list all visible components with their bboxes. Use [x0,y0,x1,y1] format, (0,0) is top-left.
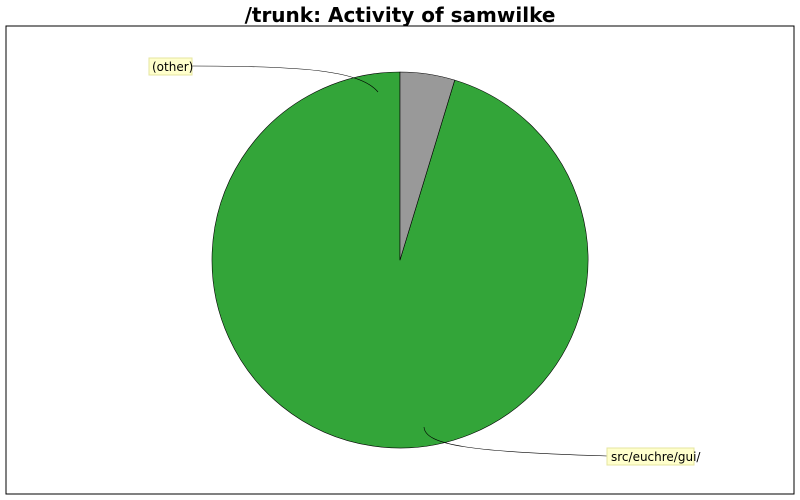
slice-label-background [148,57,193,76]
leader-line-0 [423,426,608,457]
slice-label-group-1: (other) [148,57,193,76]
slice-label-src-euchre-gui: src/euchre/gui/ [611,450,701,464]
chart-title: /trunk: Activity of samwilke [245,3,556,27]
slice-label-group-0: src/euchre/gui/ [606,447,701,466]
label-leader-lines [191,65,608,457]
plot-frame [5,25,795,495]
slice-label-background [606,447,695,466]
pie-slices [211,71,589,449]
slice-label-other: (other) [152,60,193,74]
pie-slice-1 [399,71,456,261]
leader-line-1 [191,65,379,93]
